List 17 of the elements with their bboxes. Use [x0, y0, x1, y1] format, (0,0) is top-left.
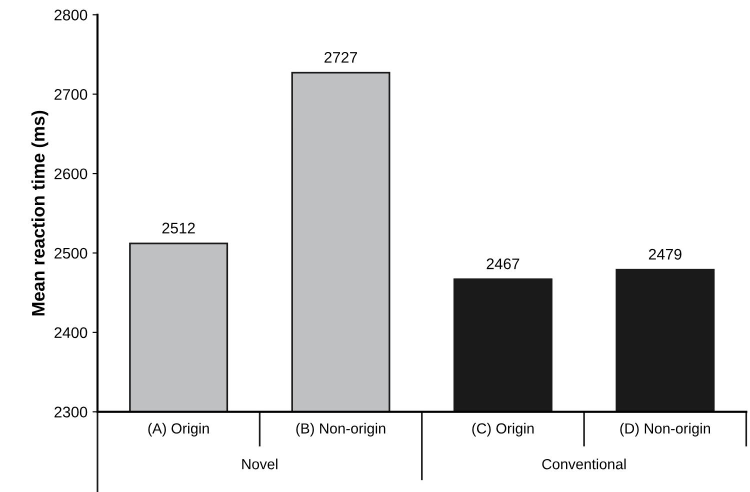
x-tick-label: (D) Non-origin	[620, 422, 710, 437]
y-axis-title: Mean reaction time (ms)	[31, 110, 48, 316]
x-tick-label: (A) Origin	[148, 422, 209, 437]
data-label: 2479	[648, 248, 682, 260]
data-label: 2727	[324, 52, 358, 63]
text: Novel	[242, 458, 278, 470]
y-tick-label: 2800	[54, 10, 88, 20]
y-tick-label: 2400	[54, 327, 88, 338]
y-tick-label: 2500	[54, 248, 88, 259]
x-tick-label: (C) Origin	[472, 422, 534, 437]
y-tick-label: 2600	[54, 168, 88, 180]
data-label: 2467	[486, 258, 520, 270]
data-label: 2512	[162, 222, 195, 234]
x-tick-label: (B) Non-origin	[296, 422, 386, 437]
y-tick-label: 2300	[54, 406, 88, 418]
y-tick-label: 2700	[54, 89, 88, 100]
text: Conventional	[542, 458, 626, 470]
